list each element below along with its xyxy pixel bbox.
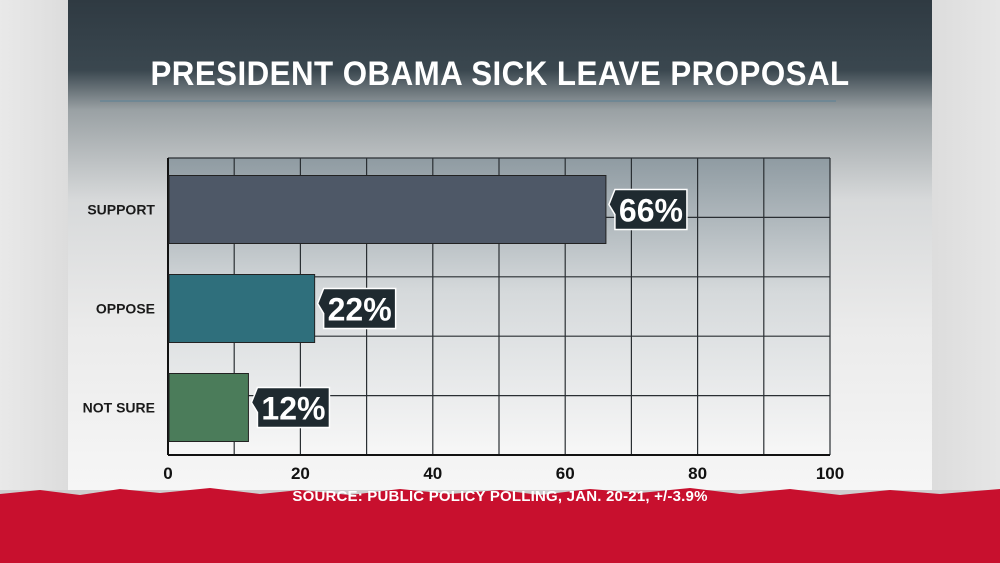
category-label: NOT SURE [83, 400, 155, 416]
data-label-box [608, 188, 688, 231]
bar-support [168, 175, 607, 244]
source-note: SOURCE: PUBLIC POLICY POLLING, JAN. 20-2… [292, 488, 708, 505]
x-tick-label: 40 [423, 464, 442, 483]
data-label-box [250, 386, 331, 429]
data-label: 66% [619, 193, 683, 229]
background-right [928, 0, 1000, 490]
category-label: OPPOSE [96, 301, 155, 317]
title-divider [100, 100, 836, 102]
bar-oppose [168, 274, 316, 343]
bar-not-sure [168, 373, 249, 442]
x-tick-label: 80 [688, 464, 707, 483]
x-tick-label: 20 [291, 464, 310, 483]
chart-title: PRESIDENT OBAMA SICK LEAVE PROPOSAL [150, 55, 850, 93]
x-tick-label: 60 [556, 464, 575, 483]
x-tick-label: 100 [816, 464, 844, 483]
background-left [0, 0, 70, 490]
data-label-box [316, 287, 397, 330]
footer-banner [0, 488, 1000, 563]
category-label: SUPPORT [87, 202, 155, 218]
x-tick-label: 0 [163, 464, 172, 483]
data-label: 22% [328, 292, 392, 328]
data-label: 12% [261, 391, 325, 427]
